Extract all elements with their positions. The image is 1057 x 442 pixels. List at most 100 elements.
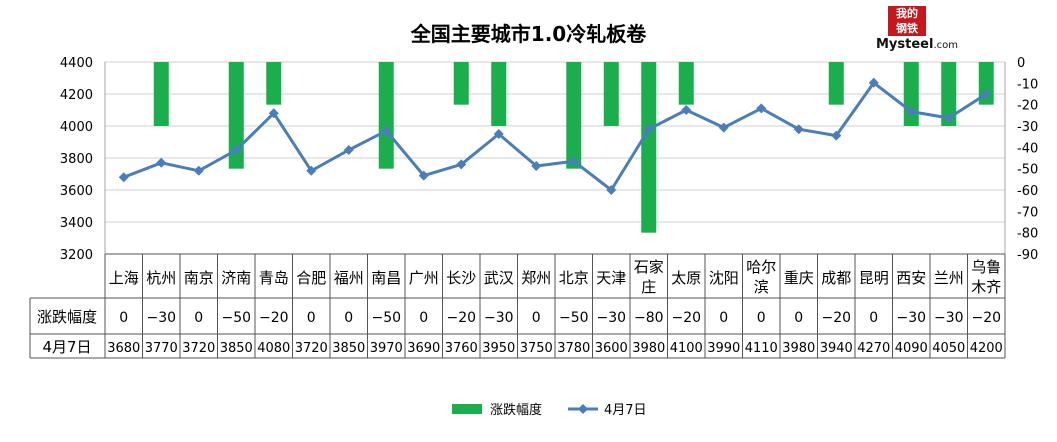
y-right-tick-label: -70 (1017, 205, 1038, 220)
category-label: 南京 (184, 269, 214, 287)
category-label: 福州 (334, 269, 364, 287)
category-label: 昆明 (859, 269, 889, 287)
table-cell-change: 0 (119, 310, 128, 326)
category-label: 天津 (596, 269, 626, 287)
table-cell-change: 0 (869, 310, 878, 326)
y-left-tick-label: 3200 (60, 248, 93, 263)
category-label: 哈尔 (746, 258, 776, 276)
category-label: 成都 (821, 269, 851, 287)
line-marker (268, 108, 279, 119)
line-marker (418, 170, 429, 181)
category-label: 青岛 (259, 269, 289, 287)
table-cell-change: −30 (146, 310, 176, 326)
y-right-tick-label: -80 (1017, 227, 1038, 242)
line-marker (868, 77, 879, 88)
y-left-tick-label: 4400 (60, 56, 93, 71)
table-cell-change: 0 (532, 310, 541, 326)
logo-brand-domain: .com (933, 40, 958, 51)
line-marker (156, 157, 167, 168)
category-label: 石家 (634, 258, 664, 276)
table-cell-change: −80 (634, 310, 664, 326)
line-marker (568, 156, 579, 167)
table-cell-change: −20 (446, 310, 476, 326)
table-cell-price: 3850 (220, 341, 253, 356)
category-label: 重庆 (784, 269, 814, 287)
category-label: 乌鲁 (971, 258, 1001, 276)
y-left-tick-label: 4000 (60, 120, 93, 135)
category-label: 南昌 (371, 269, 401, 287)
line-marker (193, 165, 204, 176)
y-left-tick-label: 3600 (60, 184, 93, 199)
category-label: 沈阳 (709, 269, 739, 287)
line-marker (531, 161, 542, 171)
table-row-label: 4月7日 (42, 338, 91, 356)
table-cell-price: 4200 (970, 341, 1003, 356)
category-label: 庄 (641, 278, 656, 296)
y-right-tick-label: -90 (1017, 248, 1038, 263)
bar-change (228, 62, 244, 169)
category-label: 济南 (221, 269, 251, 287)
line-marker (493, 129, 504, 139)
bar-change (603, 62, 619, 126)
bar-change (678, 62, 694, 105)
table-cell-change: −30 (934, 310, 964, 326)
table-cell-price: 4110 (745, 341, 778, 356)
y-right-tick-label: -40 (1017, 141, 1038, 156)
logo-badge: 我的 钢铁 (888, 6, 926, 36)
line-marker (943, 113, 954, 123)
line-marker (231, 145, 242, 155)
table-cell-change: −30 (484, 310, 514, 326)
y-right-tick-label: -20 (1017, 99, 1038, 114)
y-right-tick-label: -10 (1017, 77, 1038, 92)
table-cell-change: 0 (419, 310, 428, 326)
y-left-tick-label: 3800 (60, 152, 93, 167)
y-left-tick-label: 4200 (60, 88, 93, 103)
y-right-tick-label: -60 (1017, 184, 1038, 199)
legend-label-line: 4月7日 (604, 403, 647, 418)
legend-swatch-bar (452, 404, 482, 414)
logo-text-top: 我的 (896, 7, 918, 20)
category-label: 合肥 (296, 269, 326, 287)
table-cell-change: 0 (194, 310, 203, 326)
table-cell-change: −30 (596, 310, 626, 326)
chart-title: 全国主要城市1.0冷轧板卷 (410, 22, 647, 46)
bar-change (378, 62, 394, 169)
table-cell-price: 3760 (445, 341, 478, 356)
line-marker (456, 159, 467, 170)
table-cell-change: −50 (559, 310, 589, 326)
y-right-tick-label: 0 (1017, 56, 1025, 71)
table-cell-price: 3690 (407, 341, 440, 356)
table-cell-price: 3980 (782, 341, 815, 356)
y-right-tick-label: -30 (1017, 120, 1038, 135)
bar-change (566, 62, 582, 169)
table-cell-price: 4080 (257, 341, 290, 356)
logo-brand: Mysteel.com (876, 37, 958, 52)
category-label: 太原 (671, 269, 701, 287)
y-left-tick-label: 3400 (60, 216, 93, 231)
y-right-tick-label: -50 (1017, 163, 1038, 178)
table-cell-price: 3680 (107, 341, 140, 356)
table-cell-price: 3780 (557, 341, 590, 356)
category-label: 广州 (409, 269, 439, 287)
line-marker (118, 172, 129, 183)
category-label: 杭州 (146, 269, 176, 287)
table-cell-change: −20 (821, 310, 851, 326)
bar-change (266, 62, 282, 105)
category-label: 上海 (109, 269, 139, 287)
bar-change (153, 62, 169, 126)
table-cell-price: 3980 (632, 341, 665, 356)
table-cell-change: −20 (671, 310, 701, 326)
category-label: 武汉 (484, 269, 514, 287)
bar-change (491, 62, 507, 126)
bar-change (641, 62, 657, 233)
bar-change (453, 62, 469, 105)
line-marker (756, 103, 767, 114)
line-marker (606, 185, 617, 195)
line-marker (343, 145, 354, 155)
logo-brand-name: Mysteel (876, 37, 934, 52)
line-marker (306, 165, 317, 176)
table-cell-price: 3770 (145, 341, 178, 356)
table-cell-change: 0 (757, 310, 766, 326)
table-cell-price: 3750 (520, 341, 553, 356)
